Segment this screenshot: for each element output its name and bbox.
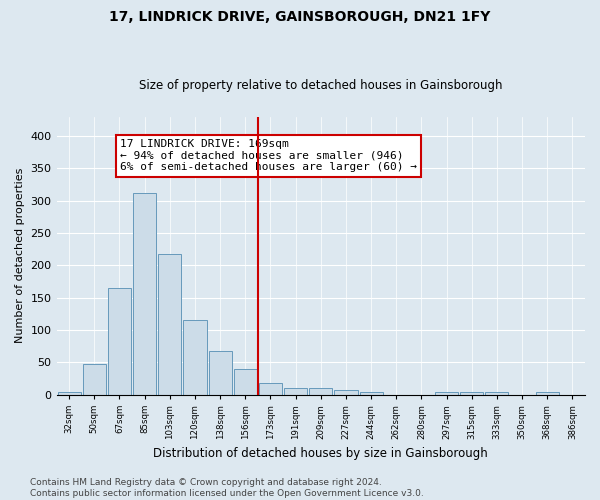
Bar: [259, 383, 282, 395]
Bar: [108, 288, 131, 395]
Bar: [184, 320, 206, 395]
Bar: [209, 351, 232, 395]
Text: 17 LINDRICK DRIVE: 169sqm
← 94% of detached houses are smaller (946)
6% of semi-: 17 LINDRICK DRIVE: 169sqm ← 94% of detac…: [120, 139, 417, 172]
Text: Contains HM Land Registry data © Crown copyright and database right 2024.
Contai: Contains HM Land Registry data © Crown c…: [30, 478, 424, 498]
Bar: [435, 392, 458, 395]
Bar: [234, 369, 257, 395]
Bar: [58, 392, 80, 395]
Bar: [334, 390, 358, 395]
Bar: [133, 193, 156, 395]
Bar: [158, 254, 181, 395]
Bar: [485, 392, 508, 395]
Bar: [536, 392, 559, 395]
Bar: [309, 388, 332, 395]
Title: Size of property relative to detached houses in Gainsborough: Size of property relative to detached ho…: [139, 79, 503, 92]
Bar: [460, 392, 484, 395]
Bar: [359, 392, 383, 395]
Text: 17, LINDRICK DRIVE, GAINSBOROUGH, DN21 1FY: 17, LINDRICK DRIVE, GAINSBOROUGH, DN21 1…: [109, 10, 491, 24]
X-axis label: Distribution of detached houses by size in Gainsborough: Distribution of detached houses by size …: [154, 447, 488, 460]
Y-axis label: Number of detached properties: Number of detached properties: [15, 168, 25, 344]
Bar: [284, 388, 307, 395]
Bar: [83, 364, 106, 395]
